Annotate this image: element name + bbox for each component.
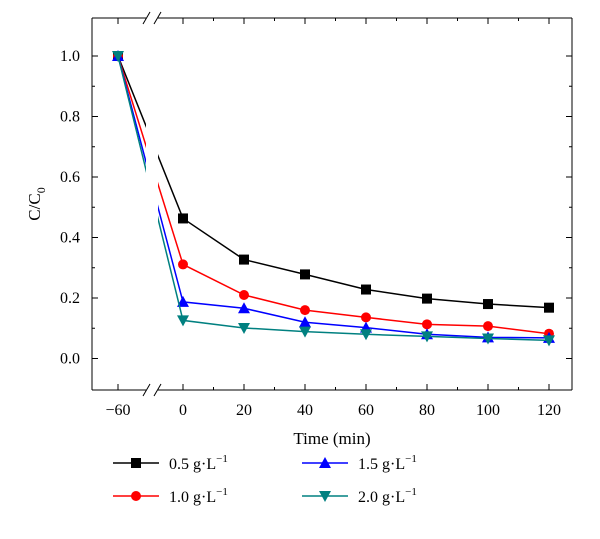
legend-item: 1.5 g·L−1 (302, 453, 417, 473)
series-4 (112, 51, 555, 347)
data-point (299, 316, 311, 328)
legend-item: 2.0 g·L−1 (302, 486, 417, 506)
x-tick-label: 80 (419, 402, 435, 419)
y-tick-label: 1.0 (60, 48, 80, 65)
legend-label: 1.0 g·L−1 (169, 486, 228, 506)
y-axis-title-subscript: 0 (34, 187, 48, 193)
x-axis-title: Time (min) (293, 429, 370, 448)
y-axis: 0.0 0.2 0.4 0.6 0.8 1.0 (60, 48, 572, 368)
legend-marker (319, 457, 331, 468)
x-tick-label: 20 (236, 402, 252, 419)
y-axis-title: C/C0 (25, 187, 48, 220)
legend-label: 0.5 g·L−1 (169, 453, 228, 473)
x-tick-label: 0 (179, 402, 187, 419)
legend-label-text: 0.5 g·L (169, 456, 216, 473)
legend-label-exponent: −1 (405, 453, 417, 465)
legend-label-exponent: −1 (405, 486, 417, 498)
series-line (117, 55, 550, 309)
data-point (361, 284, 371, 295)
data-point (422, 293, 432, 304)
data-point (239, 289, 249, 300)
axis-break-gap (146, 26, 158, 382)
x-tick-label: 120 (537, 402, 561, 419)
data-point (482, 333, 494, 345)
data-point (300, 305, 310, 316)
y-tick-label: 0.2 (60, 290, 80, 307)
y-axis-title-main: C/C (25, 193, 44, 220)
data-point (112, 51, 124, 62)
legend-label: 2.0 g·L−1 (358, 486, 417, 506)
legend-marker (319, 491, 331, 502)
y-tick-label: 0.4 (60, 230, 80, 247)
legend-marker (131, 491, 141, 501)
data-point (544, 302, 554, 313)
series-line (117, 55, 550, 342)
y-tick-label: 0.6 (60, 169, 80, 186)
data-point (360, 329, 372, 341)
data-point (178, 259, 188, 270)
legend: 0.5 g·L−11.0 g·L−11.5 g·L−12.0 g·L−1 (113, 453, 417, 506)
x-tick-label: 60 (358, 402, 374, 419)
x-axis: −60 0 20 40 60 80 100 120 (105, 18, 561, 419)
legend-item: 0.5 g·L−1 (113, 453, 228, 473)
series-line (117, 55, 550, 339)
data-point (421, 331, 433, 343)
data-point (361, 312, 371, 323)
legend-label-exponent: −1 (216, 453, 228, 465)
data-point (483, 321, 493, 332)
data-point (300, 269, 310, 280)
y-tick-label: 0.8 (60, 109, 80, 126)
data-point (177, 315, 189, 327)
legend-item: 1.0 g·L−1 (113, 486, 228, 506)
data-point (178, 213, 188, 224)
series-1 (113, 51, 554, 313)
legend-label-text: 2.0 g·L (358, 489, 405, 506)
data-point (238, 302, 250, 314)
series-layer (112, 26, 555, 382)
data-point (422, 319, 432, 330)
data-point (543, 335, 555, 347)
bottom-axis-break (142, 383, 162, 397)
data-point (238, 322, 250, 334)
series-line (117, 55, 550, 335)
data-point (299, 326, 311, 338)
x-tick-label: −60 (105, 402, 130, 419)
legend-marker (131, 458, 141, 468)
legend-label: 1.5 g·L−1 (358, 453, 417, 473)
x-tick-label: 40 (297, 402, 313, 419)
plot-frame (91, 11, 573, 397)
data-point (483, 299, 493, 310)
x-tick-label: 100 (476, 402, 500, 419)
series-2 (113, 51, 554, 339)
legend-label-text: 1.5 g·L (358, 456, 405, 473)
legend-label-text: 1.0 g·L (169, 489, 216, 506)
legend-label-exponent: −1 (216, 486, 228, 498)
top-axis-break (142, 11, 162, 25)
data-point (177, 295, 189, 307)
data-point (239, 254, 249, 265)
y-tick-label: 0.0 (60, 351, 80, 368)
